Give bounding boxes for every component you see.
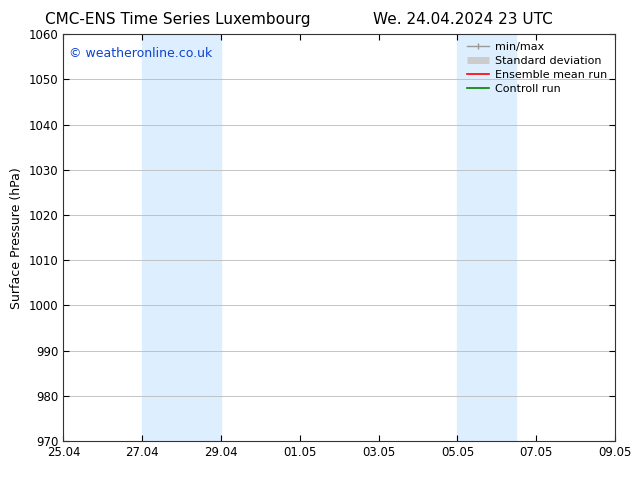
Bar <box>457 34 517 441</box>
Text: We. 24.04.2024 23 UTC: We. 24.04.2024 23 UTC <box>373 12 553 27</box>
Y-axis label: Surface Pressure (hPa): Surface Pressure (hPa) <box>10 167 23 309</box>
Legend: min/max, Standard deviation, Ensemble mean run, Controll run: min/max, Standard deviation, Ensemble me… <box>463 38 612 98</box>
Bar <box>142 34 221 441</box>
Text: © weatheronline.co.uk: © weatheronline.co.uk <box>69 47 212 59</box>
Text: CMC-ENS Time Series Luxembourg: CMC-ENS Time Series Luxembourg <box>45 12 310 27</box>
